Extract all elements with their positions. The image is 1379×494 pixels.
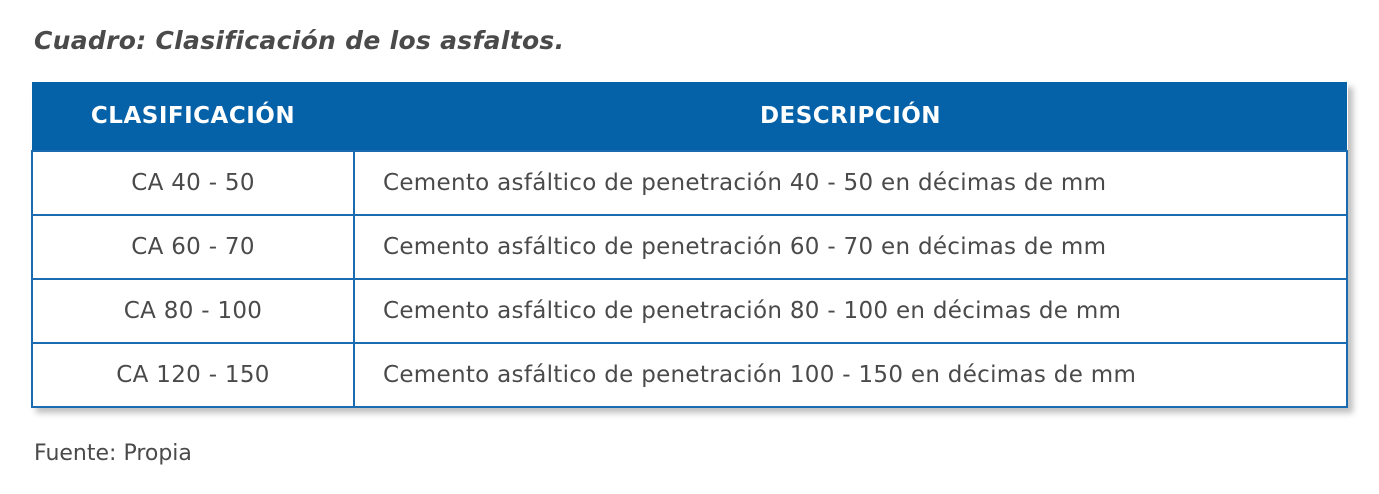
cell-descripcion: Cemento asfáltico de penetración 80 - 10… [353,278,1348,344]
asphalt-classification-table: CLASIFICACIÓN DESCRIPCIÓN CA 40 - 50 Cem… [31,82,1348,408]
table-row: CA 60 - 70 Cemento asfáltico de penetrac… [31,214,1348,280]
table-caption: Cuadro: Clasificación de los asfaltos. [34,26,565,55]
cell-clasificacion: CA 120 - 150 [31,342,355,408]
header-descripcion: DESCRIPCIÓN [354,82,1347,151]
header-clasificacion: CLASIFICACIÓN [32,82,354,151]
cell-descripcion: Cemento asfáltico de penetración 100 - 1… [353,342,1348,408]
table-row: CA 120 - 150 Cemento asfáltico de penetr… [31,342,1348,408]
table-row: CA 40 - 50 Cemento asfáltico de penetrac… [31,150,1348,216]
table-row: CA 80 - 100 Cemento asfáltico de penetra… [31,278,1348,344]
cell-clasificacion: CA 40 - 50 [31,150,355,216]
cell-clasificacion: CA 80 - 100 [31,278,355,344]
cell-clasificacion: CA 60 - 70 [31,214,355,280]
header-row: CLASIFICACIÓN DESCRIPCIÓN [32,82,1347,151]
cell-descripcion: Cemento asfáltico de penetración 40 - 50… [353,150,1348,216]
source-note: Fuente: Propia [34,441,192,466]
cell-descripcion: Cemento asfáltico de penetración 60 - 70… [353,214,1348,280]
